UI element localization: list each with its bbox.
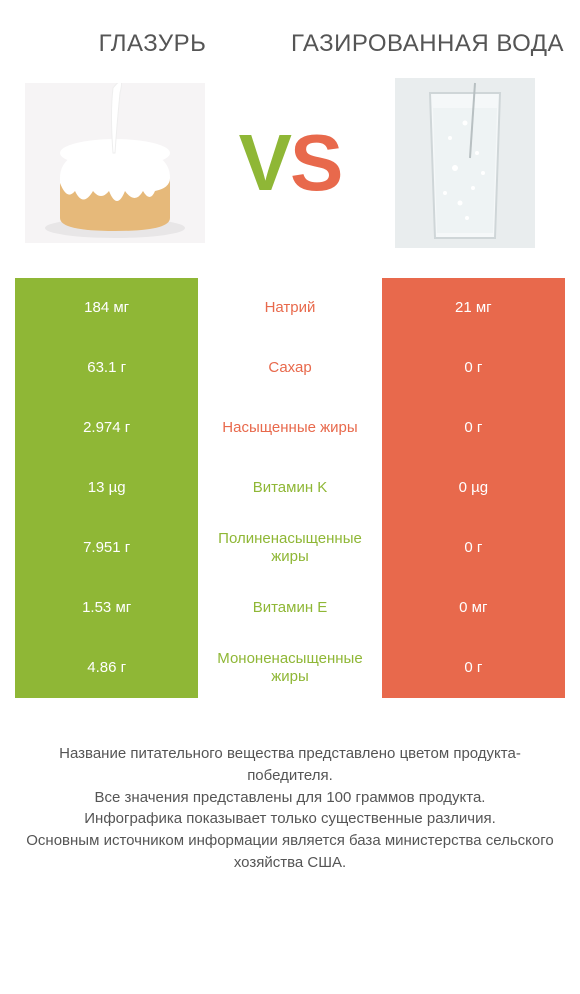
title-left: ГЛАЗУРЬ [15, 30, 290, 58]
nutrient-label: Витамин K [198, 458, 381, 518]
sparkling-water-icon [395, 78, 535, 248]
value-right: 0 г [382, 398, 565, 458]
comparison-infographic: ГЛАЗУРЬ ГАЗИРОВАННАЯ ВОДА VS [0, 0, 580, 874]
nutrient-label: Витамин E [198, 578, 381, 638]
table-row: 4.86 гМононенасыщенные жиры0 г [15, 638, 565, 698]
table-row: 1.53 мгВитамин E0 мг [15, 578, 565, 638]
title-right: ГАЗИРОВАННАЯ ВОДА [290, 30, 565, 58]
nutrient-label: Мононенасыщенные жиры [198, 638, 381, 698]
vs-s: S [290, 118, 341, 207]
table-row: 184 мгНатрий21 мг [15, 278, 565, 338]
nutrient-label: Натрий [198, 278, 381, 338]
nutrient-label: Сахар [198, 338, 381, 398]
footer-line-2: Все значения представлены для 100 граммо… [25, 787, 555, 809]
glaze-cake-icon [25, 83, 205, 243]
value-left: 1.53 мг [15, 578, 198, 638]
table-row: 2.974 гНасыщенные жиры0 г [15, 398, 565, 458]
value-left: 63.1 г [15, 338, 198, 398]
vs-label: VS [239, 123, 342, 203]
left-image [15, 73, 215, 253]
value-left: 13 µg [15, 458, 198, 518]
value-right: 0 µg [382, 458, 565, 518]
footer-line-1: Название питательного вещества представл… [25, 743, 555, 787]
value-left: 2.974 г [15, 398, 198, 458]
table-row: 13 µgВитамин K0 µg [15, 458, 565, 518]
footer-line-4: Основным источником информации является … [25, 830, 555, 874]
table-row: 7.951 гПолиненасыщенные жиры0 г [15, 518, 565, 578]
value-right: 0 мг [382, 578, 565, 638]
footer-notes: Название питательного вещества представл… [15, 743, 565, 874]
value-left: 184 мг [15, 278, 198, 338]
value-left: 4.86 г [15, 638, 198, 698]
nutrient-label: Полиненасыщенные жиры [198, 518, 381, 578]
footer-line-3: Инфографика показывает только существенн… [25, 808, 555, 830]
table-row: 63.1 гСахар0 г [15, 338, 565, 398]
value-right: 0 г [382, 638, 565, 698]
value-right: 0 г [382, 338, 565, 398]
vs-v: V [239, 118, 290, 207]
right-image [365, 73, 565, 253]
value-left: 7.951 г [15, 518, 198, 578]
images-row: VS [15, 73, 565, 253]
value-right: 0 г [382, 518, 565, 578]
nutrient-label: Насыщенные жиры [198, 398, 381, 458]
nutrition-table: 184 мгНатрий21 мг63.1 гСахар0 г2.974 гНа… [15, 278, 565, 698]
titles-row: ГЛАЗУРЬ ГАЗИРОВАННАЯ ВОДА [15, 30, 565, 58]
value-right: 21 мг [382, 278, 565, 338]
